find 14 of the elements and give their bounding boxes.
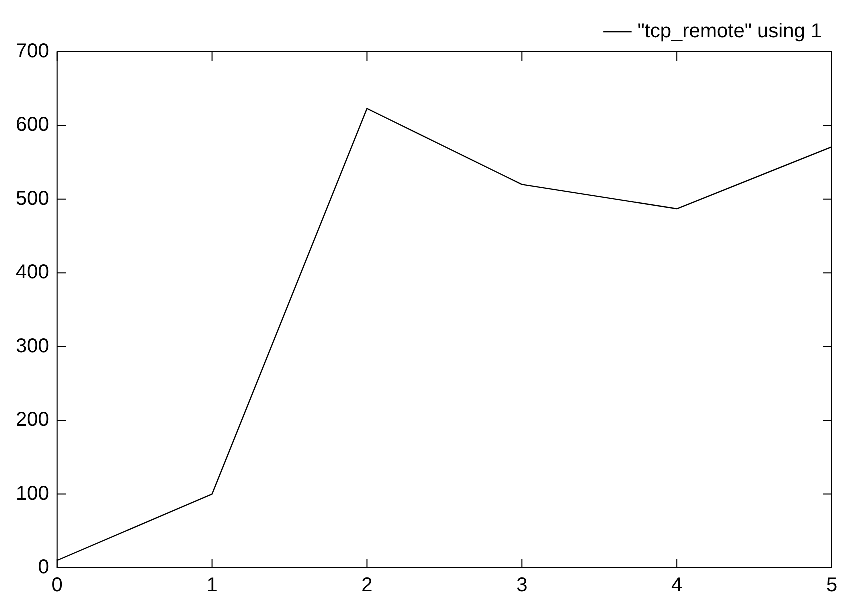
y-tick-label: 0 <box>38 556 50 579</box>
y-tick-label: 700 <box>16 40 50 63</box>
y-tick-label: 300 <box>16 335 50 358</box>
y-tick-label: 600 <box>16 114 50 136</box>
x-tick-label: 2 <box>362 574 373 597</box>
legend-label: "tcp_remote" using 1 <box>638 20 822 43</box>
x-tick-label: 3 <box>516 574 528 597</box>
y-tick-label: 500 <box>16 188 50 210</box>
y-tick-label: 100 <box>16 482 50 505</box>
x-tick-label: 4 <box>672 574 683 597</box>
x-tick-label: 1 <box>206 574 218 597</box>
y-tick-label: 400 <box>16 262 50 284</box>
x-tick-label: 5 <box>826 574 838 597</box>
y-tick-label: 200 <box>16 409 50 432</box>
